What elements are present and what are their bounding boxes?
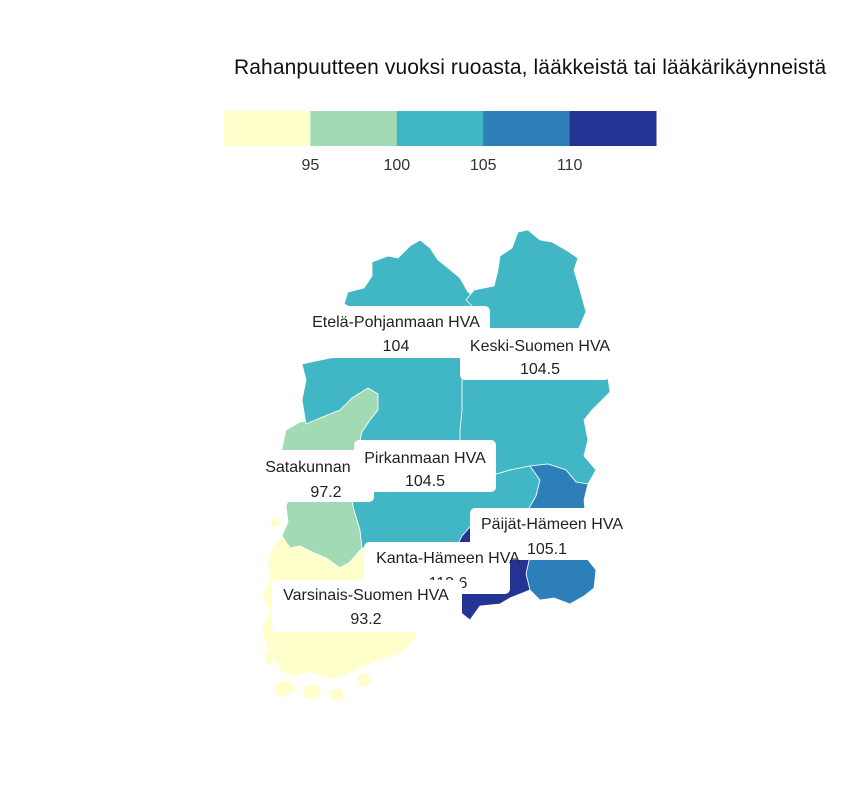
label-pirkanmaa: Pirkanmaan HVA 104.5	[354, 440, 496, 492]
archipelago-islands	[263, 515, 373, 703]
legend-swatch	[396, 111, 484, 146]
legend-swatch	[224, 111, 311, 146]
legend-swatch	[483, 111, 571, 146]
legend-tick-label: 110	[557, 157, 583, 174]
label-etela-pohjanmaa: Etelä-Pohjanmaan HVA 104	[302, 306, 490, 358]
svg-text:Varsinais-Suomen HVA: Varsinais-Suomen HVA	[283, 587, 449, 604]
svg-text:105.1: 105.1	[527, 541, 567, 558]
svg-text:Päijät-Hämeen HVA: Päijät-Hämeen HVA	[481, 516, 623, 533]
svg-text:Etelä-Pohjanmaan HVA: Etelä-Pohjanmaan HVA	[312, 314, 480, 331]
svg-text:Kanta-Hämeen HVA: Kanta-Hämeen HVA	[376, 550, 520, 567]
label-paijat-hame: Päijät-Hämeen HVA 105.1	[470, 508, 634, 560]
legend-tick-label: 105	[470, 157, 497, 174]
svg-text:104: 104	[383, 338, 410, 355]
legend-tick-label: 95	[302, 157, 320, 174]
map-title: Rahanpuutteen vuoksi ruoasta, lääkkeistä…	[234, 56, 827, 79]
svg-text:Pirkanmaan HVA: Pirkanmaan HVA	[364, 450, 486, 467]
svg-text:Keski-Suomen HVA: Keski-Suomen HVA	[470, 338, 611, 355]
legend-tick-label: 100	[383, 157, 410, 174]
label-keski-suomi: Keski-Suomen HVA 104.5	[460, 328, 610, 380]
svg-text:97.2: 97.2	[310, 484, 341, 501]
label-varsinais-suomi: Varsinais-Suomen HVA 93.2	[272, 580, 462, 632]
legend-swatch	[569, 111, 657, 146]
svg-text:93.2: 93.2	[350, 611, 381, 628]
svg-text:104.5: 104.5	[520, 361, 560, 378]
svg-text:104.5: 104.5	[405, 473, 445, 490]
legend-swatch	[310, 111, 398, 146]
